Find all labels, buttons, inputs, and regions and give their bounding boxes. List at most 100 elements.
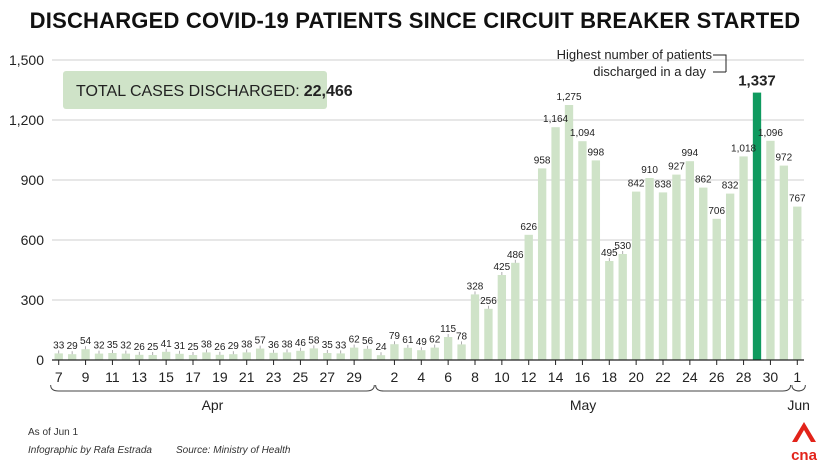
data-label: 1,164 [543,114,568,125]
bar [255,348,265,360]
data-label: 38 [281,339,293,350]
bar [108,353,117,360]
data-label: 78 [456,331,468,342]
bar [188,355,198,360]
data-label: 1,094 [570,128,595,139]
x-tick-label: 19 [212,369,228,385]
x-tick-label: 27 [319,369,335,385]
bar [591,160,601,360]
data-label: 29 [228,341,240,352]
data-label: 38 [201,339,213,350]
bar [67,354,77,360]
month-label: Jun [787,397,810,413]
data-label: 706 [708,206,725,217]
data-label: 79 [389,331,401,342]
x-tick-label: 11 [105,369,120,385]
data-label: 35 [107,340,119,351]
y-tick-label: 600 [21,232,45,248]
as-of-date: As of Jun 1 [28,427,79,438]
bar [430,347,439,360]
data-label: 36 [268,340,280,351]
highlight-annotation: Highest number of patients discharged in… [557,47,727,79]
x-tick-label: 2 [391,369,399,385]
bar [269,352,278,360]
data-label: 35 [322,340,334,351]
bar [417,350,426,360]
data-label: 38 [241,339,253,350]
bar [672,174,681,360]
data-label: 32 [93,341,105,352]
bar [457,344,466,360]
bar [148,355,157,360]
bar [296,350,305,360]
summary-label: TOTAL CASES DISCHARGED: [76,83,300,100]
x-tick-label: 28 [736,369,752,385]
bar [81,349,90,360]
data-label: 25 [187,342,199,353]
bar [551,127,560,360]
bar [699,187,708,360]
bar [390,344,399,360]
data-label: 1,337 [738,73,776,90]
annotation-line-1: Highest number of patients [557,47,713,62]
x-tick-label: 21 [239,369,255,385]
bar [511,262,520,360]
data-label: 495 [601,248,618,259]
x-tick-label: 15 [158,369,174,385]
bar [175,353,184,360]
bar [658,192,668,360]
data-label: 46 [295,338,307,349]
month-label: May [570,397,596,413]
bar [336,353,345,360]
x-tick-label: 24 [682,369,698,385]
data-label: 58 [308,335,320,346]
bars [54,92,802,360]
bar [229,354,238,360]
data-label: 972 [776,153,793,164]
bar [242,352,251,360]
data-label: 910 [641,165,658,176]
cna-logo: cna [791,422,818,464]
x-tick-label: 25 [293,369,309,385]
data-label: 33 [335,340,347,351]
bar [779,165,789,360]
data-label: 994 [682,148,699,159]
bar [323,353,332,360]
data-labels: 33 29 54 32 35 32 26 25 41 31 25 38 26 29 38 57 36 38 46 58… [53,73,806,356]
data-label: 41 [161,339,173,350]
bar [631,191,641,360]
bar [484,308,493,360]
data-label: 486 [507,250,524,261]
data-label: 1,096 [758,128,783,139]
source-note: Source: Ministry of Health [176,445,291,456]
data-label: 56 [362,336,374,347]
x-tick-label: 29 [346,369,362,385]
y-tick-label: 900 [21,172,45,188]
bar [470,294,480,360]
bracket-apr [50,384,375,392]
bar [712,218,721,360]
y-tick-label: 300 [21,292,45,308]
x-tick-label: 6 [444,369,452,385]
data-label: 425 [494,262,511,273]
data-label: 998 [588,147,605,158]
x-tick-label: 1 [793,369,801,385]
data-label: 33 [53,340,65,351]
bar [537,168,547,360]
chart-title: DISCHARGED COVID-19 PATIENTS SINCE CIRCU… [29,8,801,33]
x-tick-label: 14 [548,369,564,385]
bar [349,347,359,360]
bracket-may [375,384,792,392]
data-label: 328 [467,281,484,292]
bar [497,275,507,360]
data-label: 26 [134,342,146,353]
data-label: 626 [520,222,537,233]
annotation-line-2: discharged in a day [593,64,706,79]
data-label: 29 [67,341,79,352]
bar [766,140,775,360]
data-label: 256 [480,296,497,307]
data-label: 1,275 [556,92,581,103]
data-label: 26 [214,342,226,353]
data-label: 62 [429,335,441,346]
svg-text:TOTAL CASES DISCHARGED:22,466: TOTAL CASES DISCHARGED: 22,466 [76,83,353,100]
